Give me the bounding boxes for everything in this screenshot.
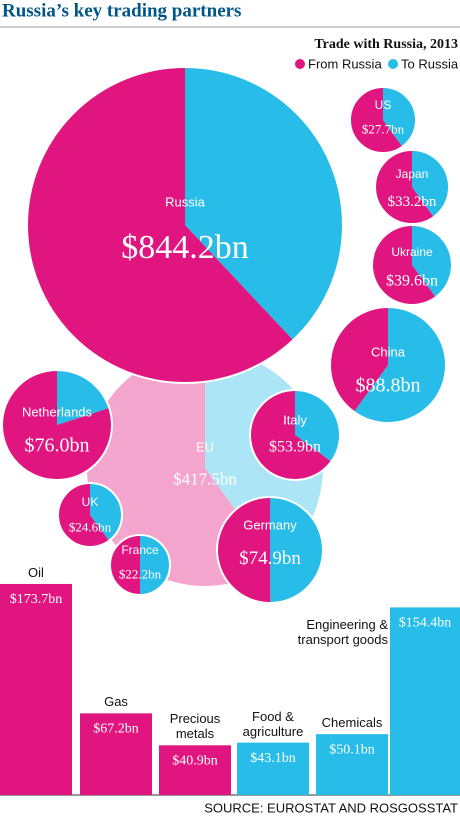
bar-category-label: Chemicals [321, 715, 383, 731]
bubble-value: $53.9bn [269, 439, 321, 456]
bubble [110, 535, 170, 595]
bubble [57, 483, 122, 547]
bubble-outline [371, 224, 453, 306]
bar-category-label: Food & agriculture [242, 708, 304, 739]
bubble [26, 67, 343, 383]
wedge-to [383, 87, 416, 147]
bar-category-label: Engineering & transport goods [297, 617, 388, 648]
wedge-from [372, 225, 436, 305]
bubble-name: China [371, 344, 406, 359]
bubble-outline [109, 534, 171, 596]
wedge-to [353, 307, 446, 423]
bubble-value: $76.0bn [25, 435, 90, 457]
bubble [372, 225, 453, 305]
bubble [350, 87, 416, 153]
bar [159, 745, 231, 795]
bar [390, 607, 460, 795]
wedge-to [90, 483, 122, 541]
bar-category-label: Gas [104, 694, 128, 710]
bubble-outline [216, 496, 324, 604]
bar-value-label: $43.1bn [250, 751, 296, 766]
bar [80, 713, 152, 795]
bar-value-label: $154.4bn [399, 616, 452, 631]
bubble-value: $417.5bn [173, 469, 237, 488]
bubble [1, 370, 112, 481]
bubble-outline [349, 86, 417, 154]
bubble [375, 150, 449, 224]
bar [316, 734, 388, 795]
bar-category-label: Precious metals [169, 711, 221, 742]
bubble-value: $27.7bn [362, 121, 405, 136]
bubble-name: France [121, 543, 159, 557]
bubble-name: Japan [396, 167, 429, 181]
wedge-from [110, 535, 140, 595]
bubble-outline [26, 66, 344, 384]
bar-value-label: $40.9bn [172, 754, 218, 769]
bubble-value: $39.6bn [386, 273, 438, 290]
legend-label: To Russia [401, 56, 459, 71]
bubble-name: Ukraine [391, 245, 433, 259]
legend-label: From Russia [308, 56, 382, 71]
bar [237, 742, 309, 795]
bubble-name: Italy [283, 412, 307, 427]
bubble-value: $22.2bn [119, 566, 162, 581]
wedge-to [57, 370, 110, 425]
wedge-from [375, 150, 434, 224]
wedge-to [140, 535, 170, 595]
bubble-name: Germany [243, 517, 297, 532]
bar-category-label: Oil [28, 564, 44, 580]
bubble-outline [329, 306, 447, 424]
legend-swatch [295, 59, 305, 69]
bar-value-label: $173.7bn [10, 592, 63, 607]
wedge-to [412, 225, 453, 298]
bubble-value: $844.2bn [121, 229, 249, 266]
wedge-from [57, 483, 110, 547]
bubble [217, 497, 324, 603]
bar [0, 583, 72, 795]
bar-value-label: $50.1bn [329, 742, 375, 757]
subtitle: Trade with Russia, 2013 [314, 37, 458, 52]
wedge-to [412, 150, 449, 218]
bubble-value: $24.6bn [69, 519, 112, 534]
bubble-value: $74.9bn [239, 548, 301, 569]
wedge-from [250, 390, 332, 480]
bubble-name: EU [196, 439, 214, 454]
bubble-name: UK [82, 495, 99, 509]
bubble [250, 390, 340, 480]
legend-swatch [388, 59, 398, 69]
wedge-to [295, 390, 340, 462]
bubble-name: Russia [165, 194, 206, 209]
bubble-outline [249, 389, 341, 481]
wedge-from [350, 87, 403, 153]
chart-title: Russia’s key trading partners [2, 0, 241, 21]
wedge-to [185, 67, 343, 341]
bubble-outline [1, 369, 113, 481]
bubble-name: Netherlands [22, 404, 93, 419]
wedge-to [270, 497, 324, 603]
bubble-name: US [375, 98, 392, 112]
wedge-from [329, 307, 388, 412]
bubble-value: $33.2bn [388, 194, 437, 210]
wedge-from [1, 370, 112, 481]
wedge-from [217, 497, 271, 603]
bubble-value: $88.8bn [356, 375, 421, 397]
wedge-from [26, 67, 294, 383]
source: SOURCE: EUROSTAT AND ROSGOSSTAT [204, 800, 458, 815]
bubble [329, 307, 446, 423]
bubble-outline [57, 482, 123, 548]
bar-value-label: $67.2bn [93, 722, 139, 737]
